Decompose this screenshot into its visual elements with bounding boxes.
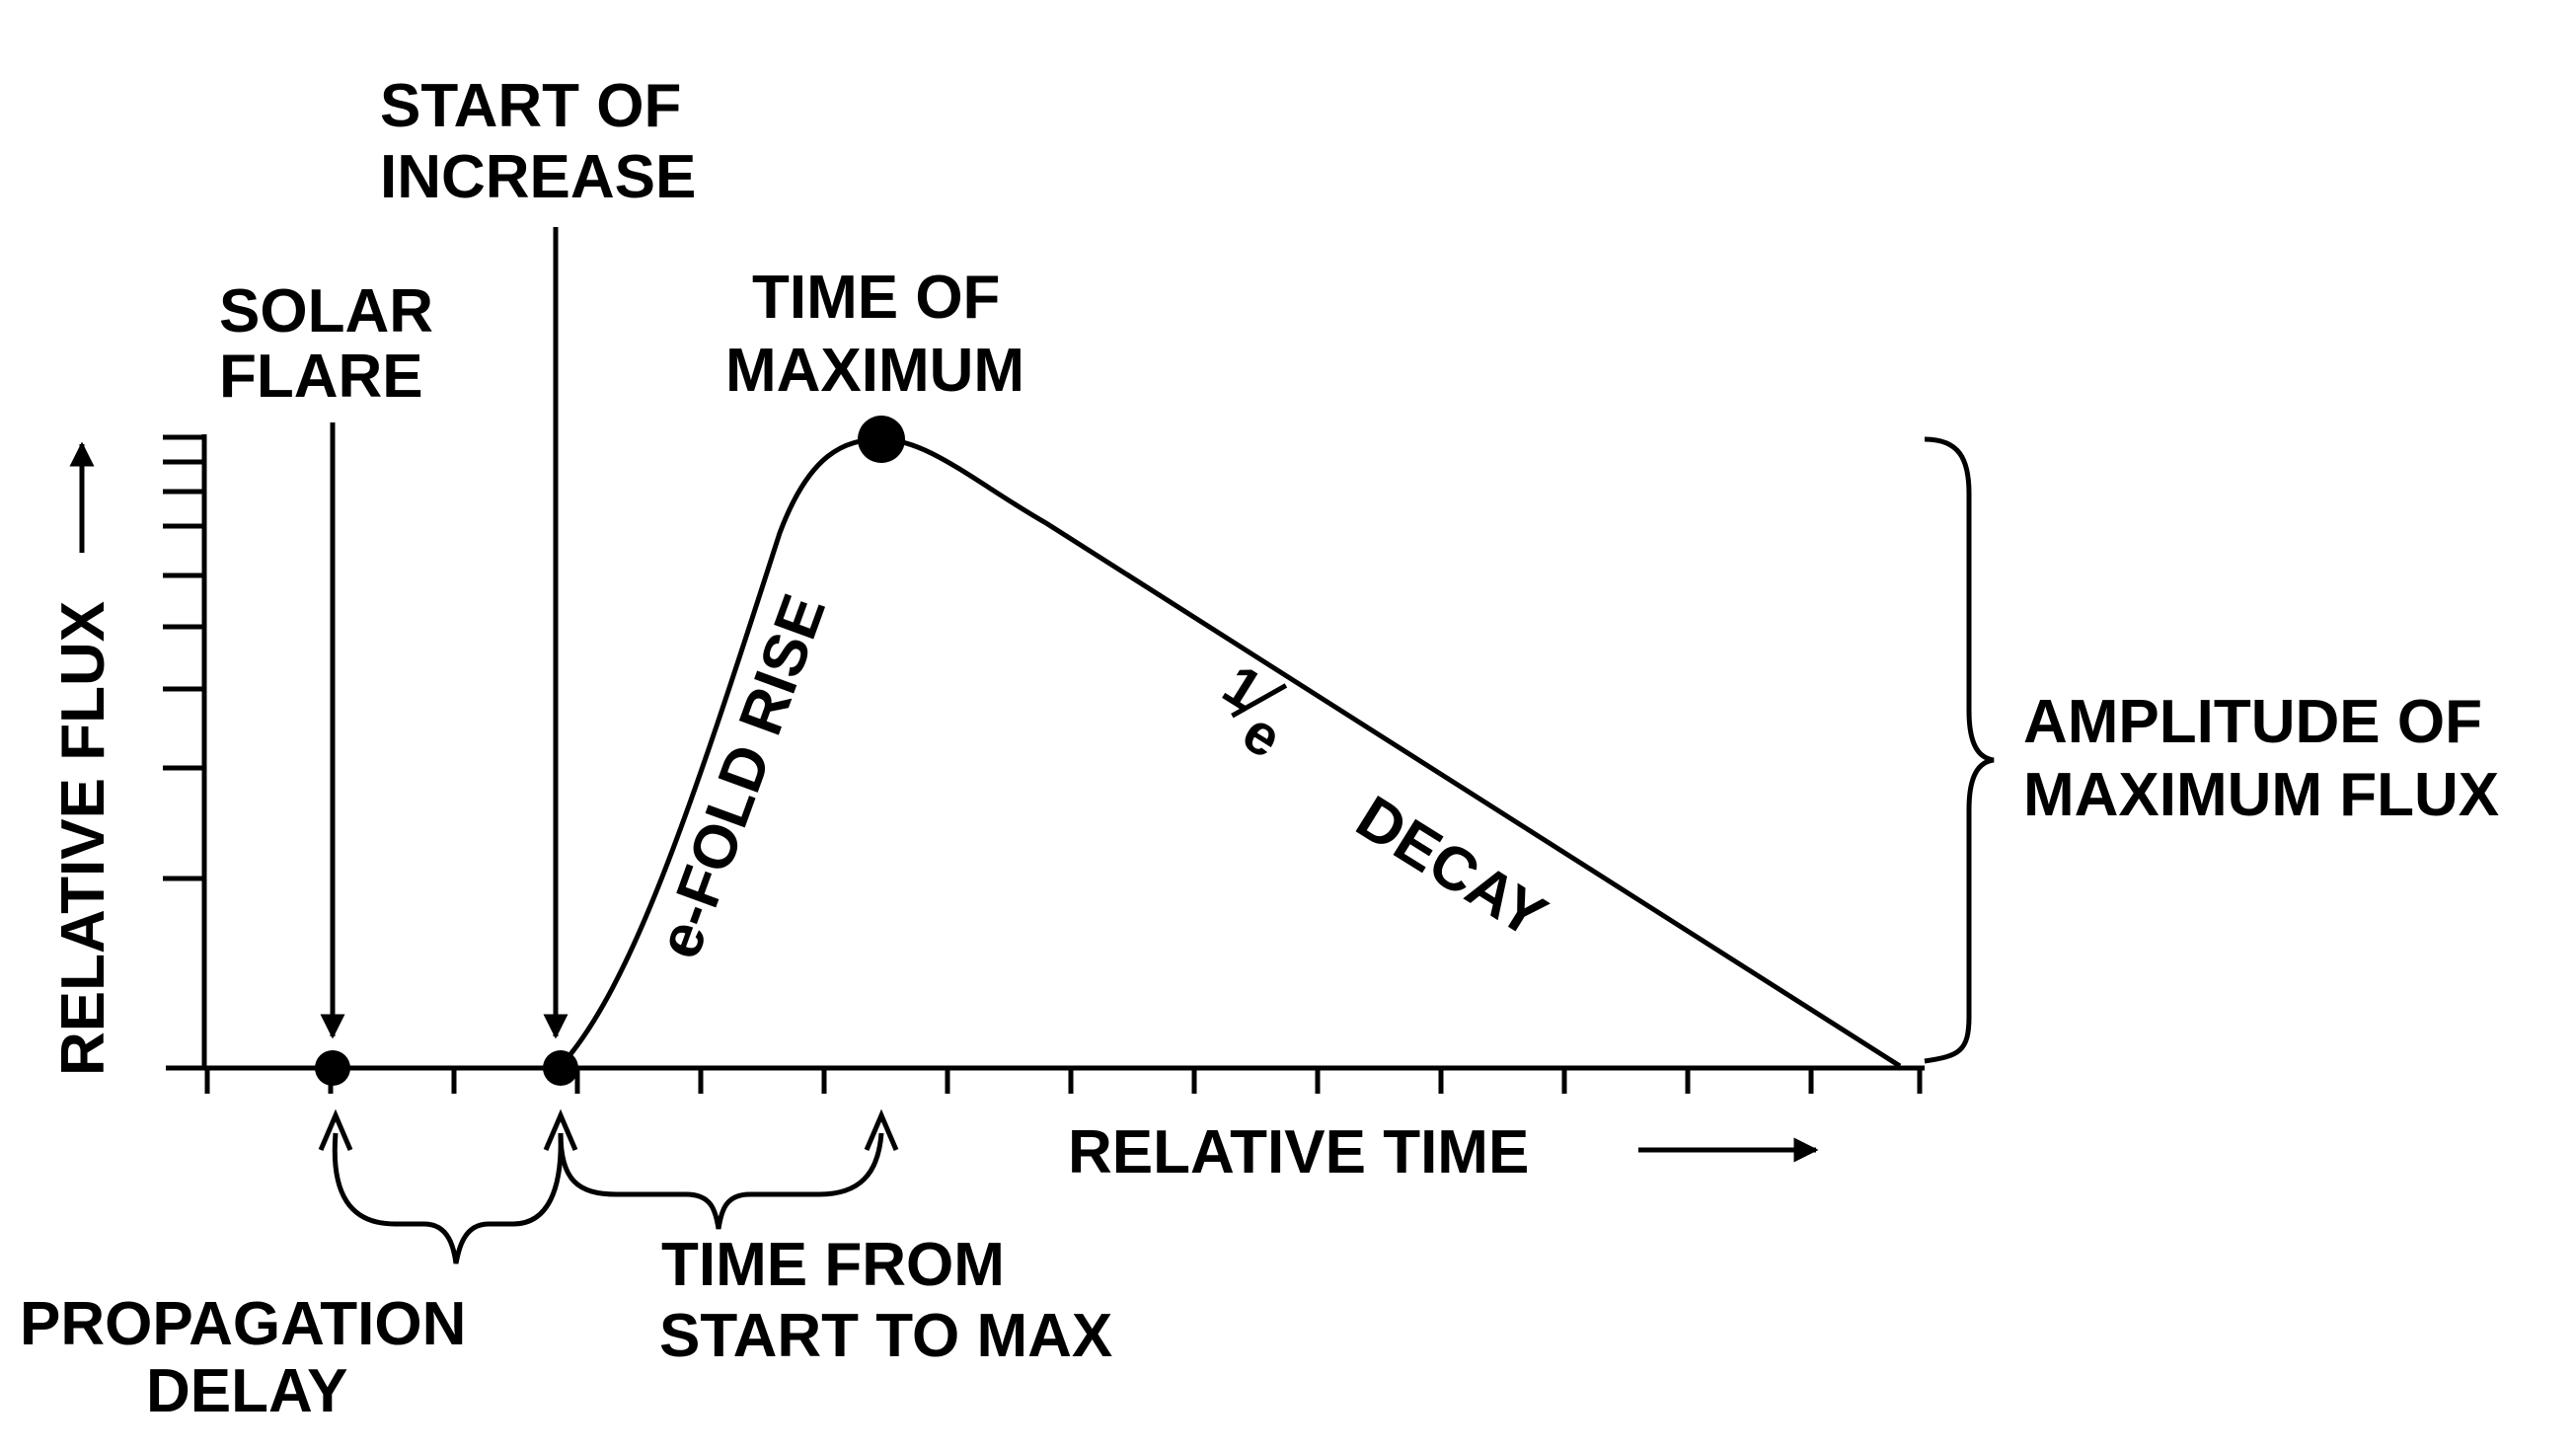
start-to-max-label-line2: START TO MAX: [659, 1302, 1112, 1370]
start-to-max-label-line1: TIME FROM: [661, 1231, 1005, 1299]
x-axis: [166, 1065, 1925, 1094]
propagation-right-arrowhead: [543, 1108, 578, 1151]
y-axis: [163, 434, 207, 1068]
x-axis-label: RELATIVE TIME: [1068, 1118, 1529, 1186]
start-of-increase-label-line1: START OF: [380, 72, 681, 140]
start-to-max-right-arrowhead: [864, 1108, 899, 1151]
amplitude-label-line1: AMPLITUDE OF: [2023, 688, 2482, 756]
start-of-increase-point: [543, 1050, 578, 1086]
amplitude-label-line2: MAXIMUM FLUX: [2023, 761, 2499, 829]
propagation-delay-label-line1: PROPAGATION: [20, 1290, 466, 1358]
start-of-increase-label-line2: INCREASE: [380, 143, 696, 211]
decay-fraction: 1 e: [1212, 652, 1293, 771]
decay-fraction-bar: [1231, 683, 1288, 719]
start-to-max-bracket: [558, 1132, 884, 1230]
time-of-maximum-label-line1: TIME OF: [752, 264, 1000, 332]
solar-flare-point: [315, 1050, 350, 1086]
amplitude-brace: [1924, 436, 1995, 1064]
solar-flare-label-line2: FLARE: [219, 343, 423, 411]
time-of-maximum-point: [858, 416, 905, 463]
flux-curve: [559, 436, 1902, 1069]
propagation-left-arrowhead: [318, 1108, 353, 1151]
propagation-delay-label-line2: DELAY: [146, 1357, 347, 1425]
propagation-delay-bracket: [332, 1132, 564, 1264]
solar-flare-label-line1: SOLAR: [219, 277, 433, 345]
time-of-maximum-label-line2: MAXIMUM: [725, 337, 1024, 405]
decay-label: DECAY: [1345, 783, 1558, 952]
y-axis-label: RELATIVE FLUX: [49, 601, 117, 1076]
